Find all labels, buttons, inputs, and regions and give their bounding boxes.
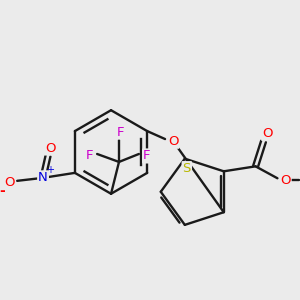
Text: F: F — [117, 126, 125, 139]
Text: -: - — [0, 184, 5, 198]
Text: N: N — [38, 171, 48, 184]
Text: F: F — [143, 149, 151, 163]
Text: +: + — [46, 165, 54, 175]
Text: F: F — [85, 149, 93, 163]
Text: O: O — [262, 127, 273, 140]
Text: O: O — [168, 134, 178, 148]
Text: O: O — [45, 142, 55, 154]
Text: O: O — [280, 174, 291, 187]
Text: O: O — [168, 134, 178, 148]
Text: S: S — [183, 162, 191, 175]
Text: O: O — [4, 176, 14, 189]
